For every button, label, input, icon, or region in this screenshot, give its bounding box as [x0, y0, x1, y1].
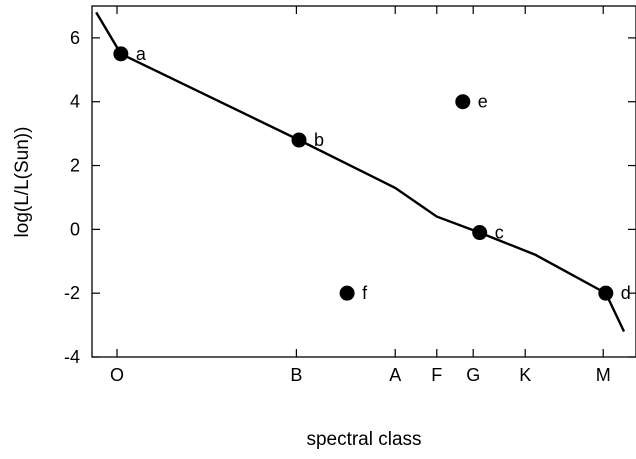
point-label-e: e — [478, 92, 488, 112]
y-tick-label: 0 — [70, 219, 80, 239]
data-point-e — [455, 94, 471, 110]
point-label-f: f — [362, 283, 368, 303]
data-point-f — [339, 285, 355, 301]
point-label-d: d — [621, 283, 631, 303]
y-tick-label: -4 — [64, 347, 80, 367]
x-tick-label: G — [466, 365, 480, 385]
data-point-b — [291, 132, 307, 148]
x-tick-label: M — [596, 365, 611, 385]
x-tick-label: O — [110, 365, 124, 385]
y-tick-label: 6 — [70, 28, 80, 48]
data-point-d — [598, 285, 614, 301]
x-tick-label: F — [431, 365, 442, 385]
main-sequence-line — [95, 11, 626, 333]
point-label-b: b — [314, 130, 324, 150]
x-tick-label: B — [290, 365, 302, 385]
point-label-a: a — [136, 44, 147, 64]
data-point-a — [113, 46, 129, 62]
x-tick-label: A — [389, 365, 401, 385]
series — [95, 11, 626, 333]
x-axis-label: spectral class — [306, 429, 421, 450]
y-tick-label: -2 — [64, 283, 80, 303]
plot-frame — [91, 5, 636, 358]
point-label-c: c — [495, 223, 504, 243]
ticks: -4 -2 0 2 4 6 O B A F G K M — [64, 6, 636, 385]
points: a b c d e f — [113, 44, 631, 303]
x-tick-label: K — [519, 365, 531, 385]
y-tick-label: 4 — [70, 92, 80, 112]
data-point-c — [472, 225, 488, 241]
y-axis-label: log(L/L(Sun)) — [12, 127, 33, 238]
y-tick-label: 2 — [70, 156, 80, 176]
